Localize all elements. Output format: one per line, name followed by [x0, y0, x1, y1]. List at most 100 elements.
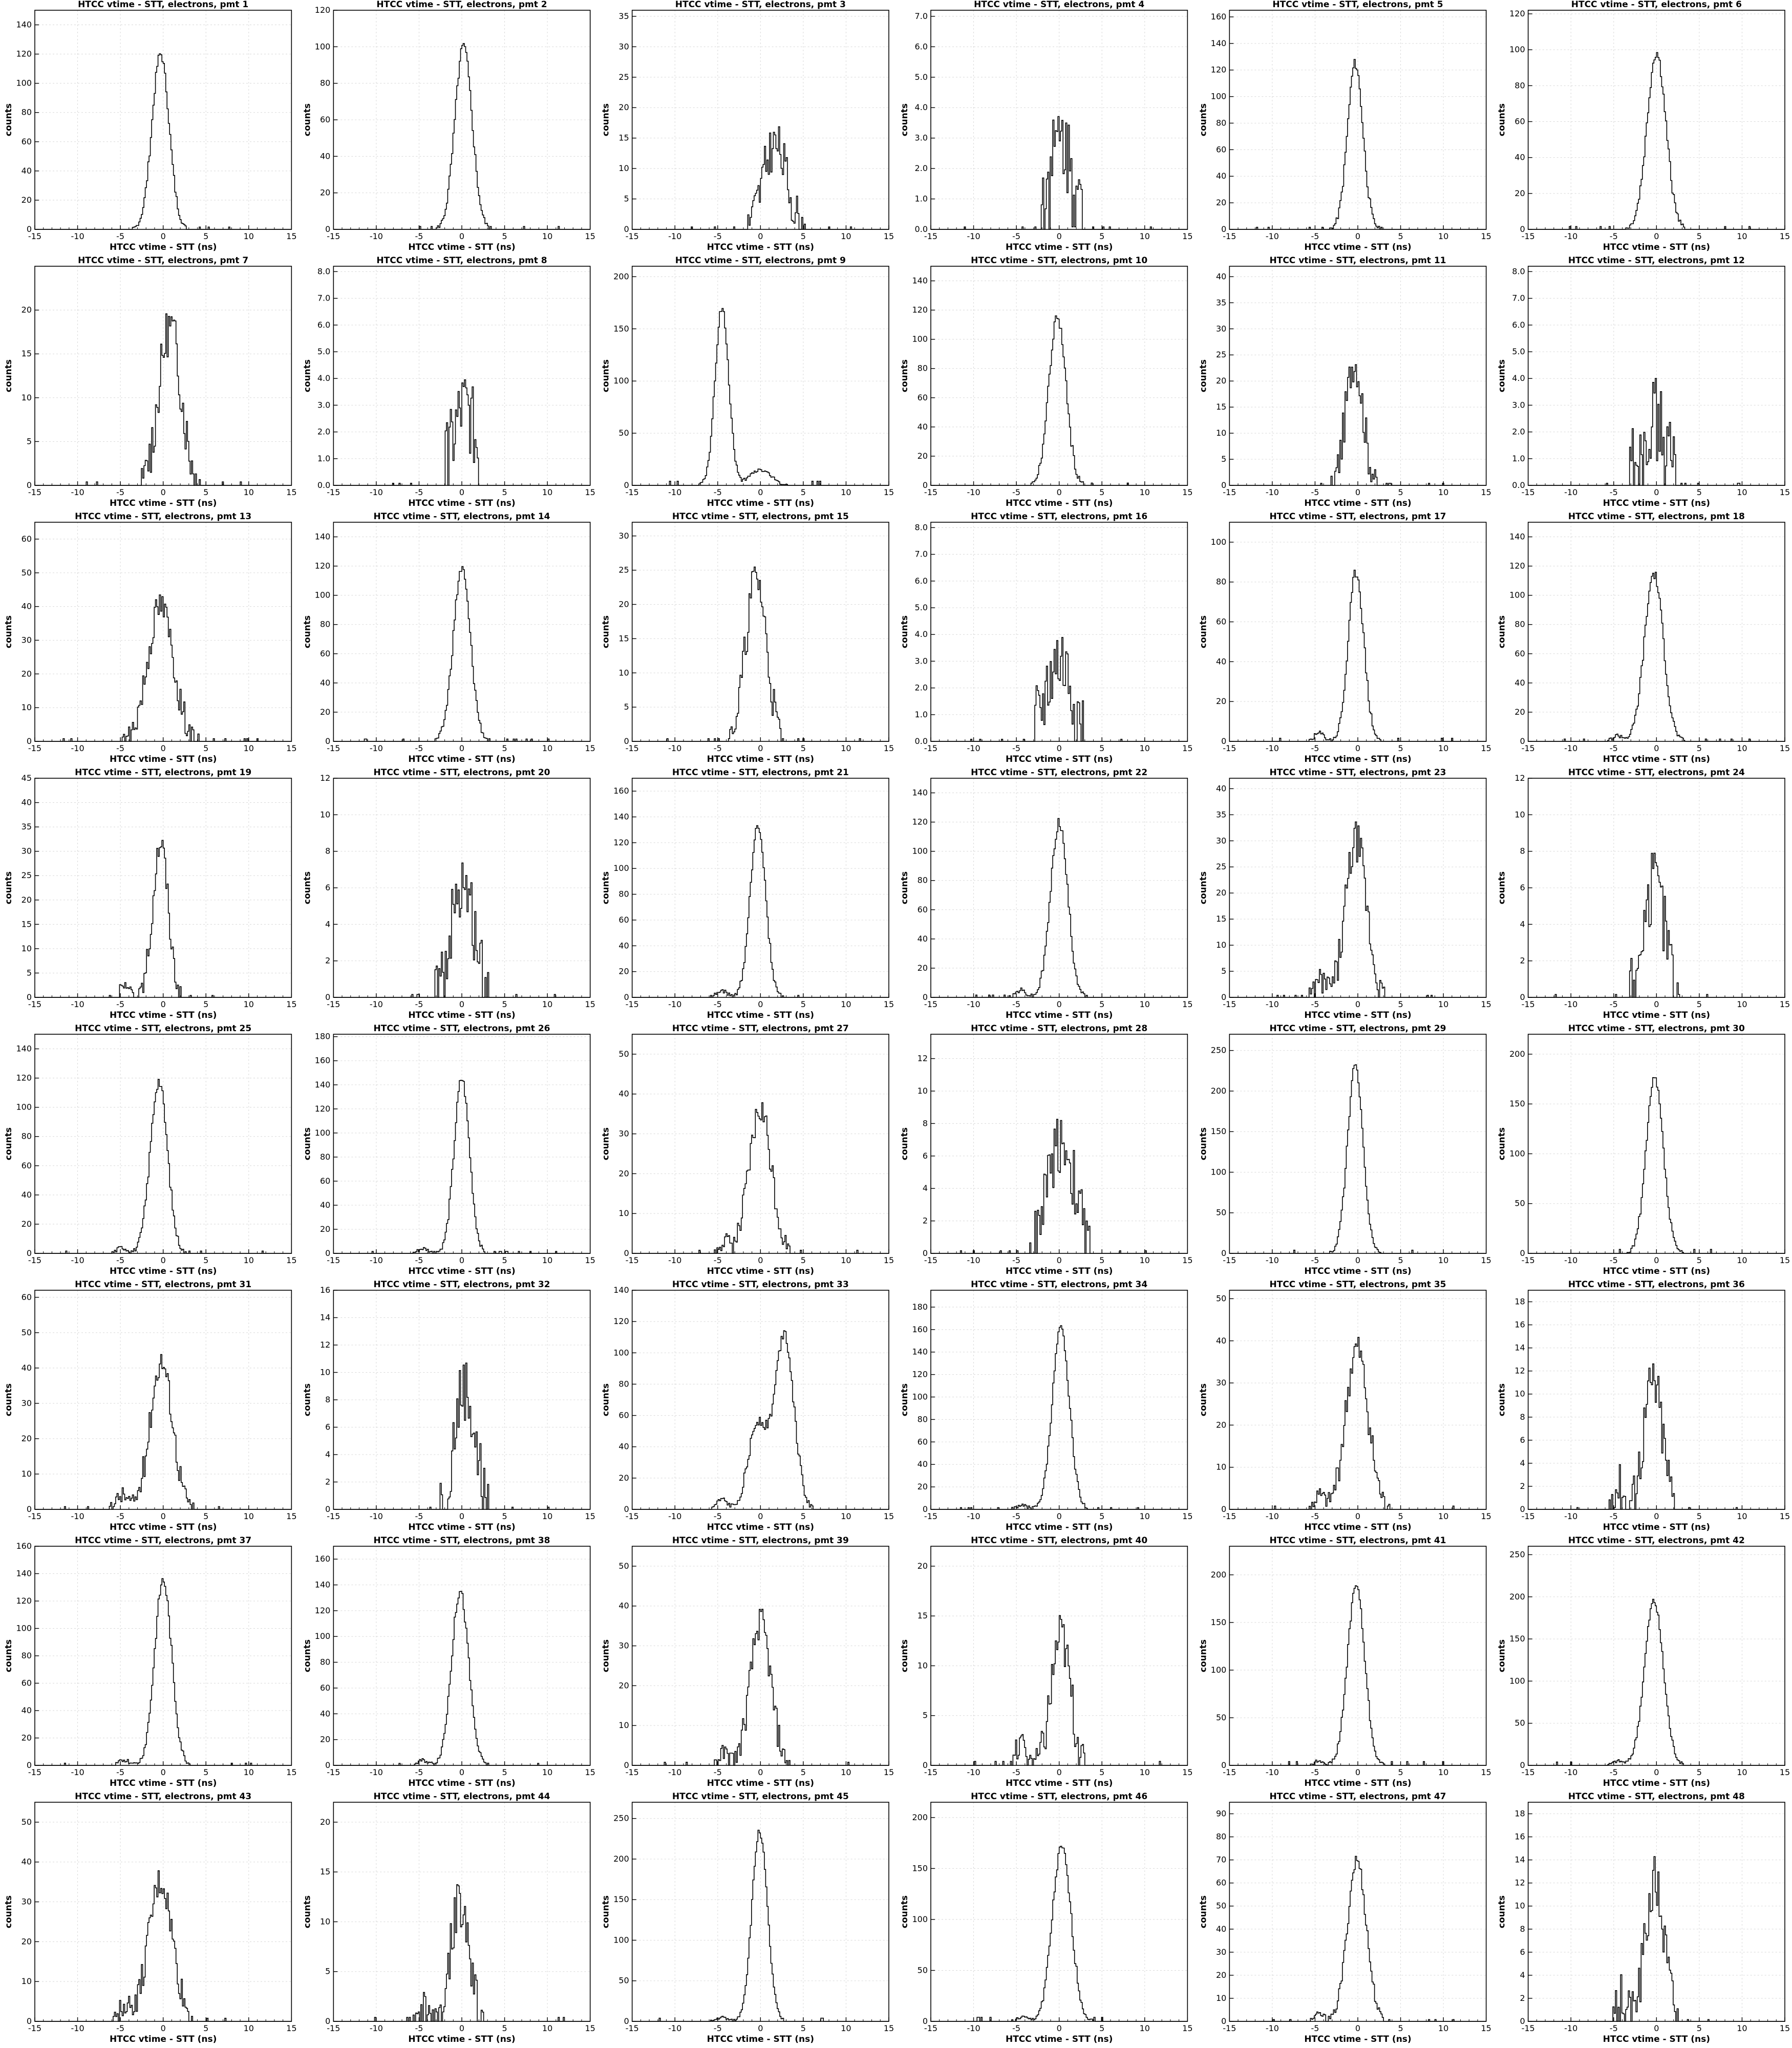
histogram-panel: -15 -10 -5 0 5 10 15 0 2 4 6 8 10 12 HTCC vtime - STT,…	[900, 1023, 1193, 1276]
gridlines	[35, 1546, 292, 1765]
y-tick-label: 35	[1216, 809, 1226, 819]
y-axis-label: counts	[302, 1127, 312, 1160]
y-tick-label: 12	[1514, 1878, 1525, 1888]
x-axis-label: HTCC vtime - STT (ns)	[1006, 242, 1113, 252]
x-tick-label: -15	[626, 1255, 639, 1265]
gridlines	[1528, 1290, 1785, 1509]
y-tick-label: 20	[22, 1936, 32, 1946]
y-tick-label: 20	[918, 1561, 928, 1571]
x-tick-label: 15	[286, 231, 296, 241]
gridlines	[35, 266, 292, 485]
histogram-panel: -15 -10 -5 0 5 10 15 0 10 20 30 40 50 HTCC vtime - ST…	[1198, 1279, 1491, 1532]
x-tick-label: -5	[714, 1767, 722, 1777]
y-tick-label: 80	[618, 1379, 629, 1389]
x-tick-label: -15	[1223, 999, 1236, 1009]
x-tick-label: 10	[1438, 2023, 1448, 2033]
y-tick-label: 8	[1520, 1412, 1525, 1422]
x-tick-label: 0	[758, 2023, 763, 2033]
y-tick-label: 80	[320, 620, 330, 629]
x-tick-label: 5	[203, 999, 208, 1009]
x-tick-label: 10	[1438, 231, 1448, 241]
x-tick-label: 0	[1355, 1767, 1360, 1777]
y-tick-label: 20	[1216, 376, 1226, 386]
y-tick-label: 200	[1509, 1049, 1525, 1059]
y-tick-label: 2.0	[915, 163, 928, 173]
y-tick-label: 20	[618, 967, 629, 976]
x-tick-label: -5	[415, 1255, 423, 1265]
x-tick-label: 15	[1182, 1511, 1192, 1521]
y-tick-label: 30	[1216, 836, 1226, 845]
x-tick-label: 10	[1438, 1511, 1448, 1521]
x-tick-label: 10	[1140, 743, 1150, 753]
x-tick-label: -15	[924, 2023, 937, 2033]
x-tick-label: 0	[1057, 999, 1062, 1009]
y-tick-label: 10	[1216, 940, 1226, 950]
x-tick-label: 5	[801, 1511, 806, 1521]
panel-title: HTCC vtime - STT, electrons, pmt 31	[75, 1279, 251, 1290]
y-tick-label: 15	[22, 919, 32, 929]
x-axis-label: HTCC vtime - STT (ns)	[707, 2034, 814, 2044]
histogram-panel: -15 -10 -5 0 5 10 15 0 20 40 60 80 100 120 140 HTCC vti…	[900, 255, 1193, 508]
y-tick-label: 140	[315, 532, 331, 542]
y-tick-label: 5.0	[1512, 347, 1525, 356]
y-tick-label: 0	[27, 480, 32, 490]
y-tick-label: 120	[613, 838, 629, 847]
x-tick-label: 0	[161, 1767, 166, 1777]
x-tick-label: 0	[758, 1511, 763, 1521]
y-axis-label: counts	[1198, 103, 1208, 136]
y-tick-label: 40	[22, 602, 32, 611]
y-tick-label: 6	[1520, 883, 1525, 892]
x-tick-label: 5	[801, 2023, 806, 2033]
x-axis-label: HTCC vtime - STT (ns)	[1304, 2034, 1411, 2044]
x-tick-label: 15	[884, 1511, 894, 1521]
y-tick-label: 0	[624, 1248, 629, 1258]
x-axis-label: HTCC vtime - STT (ns)	[1603, 2034, 1710, 2044]
x-axis-label: HTCC vtime - STT (ns)	[110, 2034, 217, 2044]
histogram-panel: -15 -10 -5 0 5 10 15 0 5 10 15 20 25 30 35 HTCC vtime -…	[601, 0, 894, 252]
y-tick-label: 80	[1216, 577, 1226, 587]
y-tick-label: 120	[1211, 65, 1227, 75]
y-axis-label: counts	[900, 1127, 910, 1160]
x-tick-label: 10	[244, 743, 254, 753]
y-tick-label: 200	[613, 271, 629, 281]
y-axis-label: counts	[302, 103, 312, 136]
y-axis-label: counts	[601, 1639, 611, 1672]
x-axis-label: HTCC vtime - STT (ns)	[110, 1266, 217, 1276]
x-tick-label: 10	[1737, 999, 1747, 1009]
y-tick-label: 40	[918, 1459, 928, 1469]
x-tick-label: 0	[161, 231, 166, 241]
y-tick-label: 0	[1221, 2016, 1226, 2026]
panel-title: HTCC vtime - STT, electrons, pmt 34	[971, 1279, 1147, 1290]
y-tick-label: 100	[912, 1914, 928, 1924]
histogram-panel: -15 -10 -5 0 5 10 15 0 10 20 30 40 50 60 70 80 90 HTCC vt…	[1198, 1791, 1491, 2044]
y-tick-label: 160	[315, 1056, 331, 1065]
x-tick-label: 5	[1697, 1511, 1702, 1521]
x-tick-label: -5	[1012, 487, 1020, 497]
gridlines	[931, 1546, 1188, 1765]
histogram-panel: -15 -10 -5 0 5 10 15 0.0 1.0 2.0 3.0 4.0 5.0 6.0 7.0 8.…	[302, 255, 595, 508]
panel-title: HTCC vtime - STT, electrons, pmt 2	[376, 0, 547, 10]
x-tick-label: -10	[967, 999, 980, 1009]
x-tick-label: 10	[244, 1255, 254, 1265]
x-tick-label: -15	[1223, 1511, 1236, 1521]
y-tick-label: 16	[1514, 1832, 1525, 1842]
x-tick-label: -10	[370, 743, 383, 753]
histogram-panel: -15 -10 -5 0 5 10 15 0 20 40 60 80 100 120 140 160 HTCC …	[1198, 0, 1491, 252]
x-tick-label: -10	[668, 487, 681, 497]
x-tick-label: 5	[502, 487, 507, 497]
y-tick-label: 30	[618, 1641, 629, 1651]
x-tick-label: 15	[286, 1511, 296, 1521]
y-tick-label: 5	[325, 1967, 330, 1976]
y-tick-label: 0	[27, 736, 32, 746]
histogram-panel: -15 -10 -5 0 5 10 15 0 20 40 60 80 100 120 140 HTCC vti…	[900, 767, 1193, 1020]
y-tick-label: 100	[16, 78, 32, 88]
gridlines	[333, 1290, 590, 1509]
panel-title: HTCC vtime - STT, electrons, pmt 5	[1272, 0, 1443, 10]
y-tick-label: 0	[1520, 2016, 1525, 2026]
y-tick-label: 120	[315, 1606, 331, 1615]
panel-title: HTCC vtime - STT, electrons, pmt 24	[1568, 767, 1745, 778]
y-tick-label: 3.0	[317, 400, 330, 410]
gridlines	[632, 1802, 889, 2021]
y-tick-label: 8.0	[317, 266, 330, 276]
x-axis-label: HTCC vtime - STT (ns)	[707, 242, 814, 252]
